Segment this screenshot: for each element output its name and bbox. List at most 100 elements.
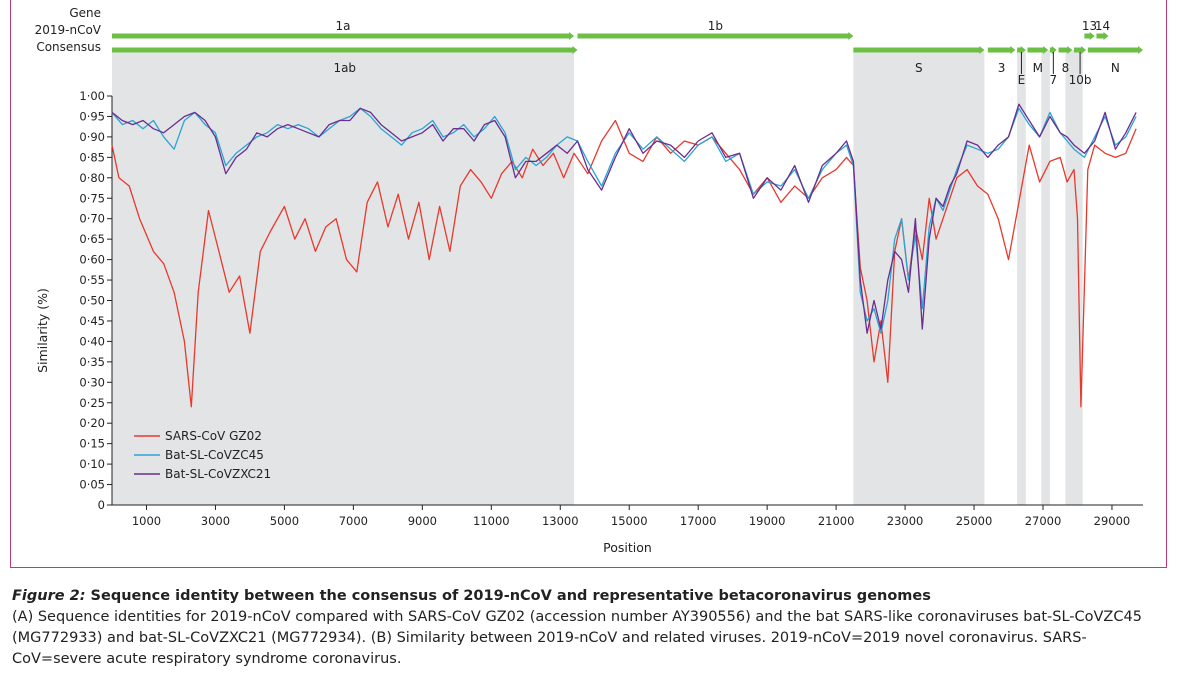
legend-label: Bat-SL-CoVZC45 [165,448,264,462]
gene-bar [853,47,981,53]
x-tick-label: 13000 [542,514,579,528]
x-tick-label: 5000 [270,514,299,528]
legend: SARS-CoV GZ02 Bat-SL-CoVZC45 Bat-SL-CoVZXC… [134,429,271,481]
gene-bar [1058,47,1069,53]
y-tick-label: 0·25 [79,396,105,410]
series-line [111,103,1137,334]
gene-bar [577,33,850,39]
shaded-region [1065,50,1083,505]
x-axis-label: Position [603,540,652,555]
y-tick-label: 0·30 [79,375,105,389]
gene-arrow [1067,46,1073,54]
x-tick-label: 17000 [680,514,717,528]
caption-heading: Sequence identity between the consensus … [90,588,931,604]
y-tick-label: 0·15 [79,437,105,451]
gene-bar [1027,47,1045,53]
gene-track-label: Gene [69,6,101,20]
gene-arrow [1010,46,1016,54]
y-tick-label: 0·60 [79,253,105,267]
x-tick-label: 21000 [818,514,855,528]
y-tick-label: 0·85 [79,150,105,164]
x-tick-label: 19000 [749,514,786,528]
gene-arrow [848,32,854,40]
y-tick-label: 0·40 [79,334,105,348]
y-tick-label: 0·80 [79,171,105,185]
x-tick-label: 27000 [1025,514,1062,528]
gene-label: 1a [336,19,351,33]
y-tick-label: 0·70 [79,212,105,226]
y-tick-label: 1·00 [79,89,105,103]
gene-bar [1049,47,1053,53]
gene-bar [112,47,574,53]
gene-track-label: Consensus [36,40,101,54]
gene-label: S [915,61,923,75]
gene-track-labels: Gene 2019-nCoV Consensus [35,6,102,54]
y-tick-label: 0·20 [79,416,105,430]
x-tick-label: 9000 [408,514,437,528]
gene-label: 13 [1082,19,1097,33]
gene-arrow [1138,46,1143,54]
gene-label: N [1111,61,1120,75]
y-tick-label: 0·50 [79,294,105,308]
caption-body: (A) Sequence identities for 2019-nCoV co… [12,609,1142,667]
x-tick-label: 3000 [201,514,230,528]
gene-arrow [569,32,575,40]
gene-bar [112,33,571,39]
x-tick-label: 29000 [1094,514,1131,528]
y-tick-label: 0·95 [79,109,105,123]
shaded-region [1017,50,1026,505]
gene-bar [1017,47,1022,53]
gene-bar [1084,33,1091,39]
y-tick-label: 0·75 [79,191,105,205]
caption-title: Figure 2: [12,588,91,604]
y-tick-label: 0·45 [79,314,105,328]
legend-label: Bat-SL-CoVZXC21 [165,467,271,481]
gene-bar [1074,47,1083,53]
y-tick-label: 0·65 [79,232,105,246]
gene-arrow [1043,46,1049,54]
x-tick-label: 11000 [473,514,510,528]
gene-arrow [572,46,578,54]
x-tick-label: 7000 [339,514,368,528]
shaded-region [1041,50,1050,505]
series-lines [111,103,1137,408]
figure-caption: Figure 2: Sequence identity between the … [12,586,1162,670]
gene-bar [1096,33,1105,39]
x-tick-label: 23000 [887,514,924,528]
gene-arrow [1081,46,1087,54]
y-tick-label: 0·10 [79,457,105,471]
gene-label: E [1018,73,1026,87]
axes: 0 0·05 0·10 0·15 0·20 0·25 0·30 0·35 0·40 0·45 0·5… [35,89,1143,555]
y-tick-label: 0 [98,498,105,512]
gene-arrow [979,46,985,54]
legend-label: SARS-CoV GZ02 [165,429,262,443]
gene-label: 1ab [333,61,356,75]
gene-arrow [1051,46,1057,54]
gene-label: 10b [1069,73,1092,87]
gene-label: 1b [708,19,723,33]
y-tick-label: 0·05 [79,478,105,492]
series-line [111,119,1137,408]
gene-bar [1087,47,1139,53]
y-tick-label: 0·35 [79,355,105,369]
y-tick-label: 0·90 [79,130,105,144]
gene-arrow [1103,32,1109,40]
gene-label: 3 [998,61,1006,75]
gene-bar [987,47,1012,53]
figure-frame [10,0,1167,568]
x-tick-label: 15000 [611,514,648,528]
gene-label: 14 [1095,19,1110,33]
gene-arrow [1089,32,1095,40]
gene-label: 7 [1050,73,1058,87]
gene-track-label: 2019-nCoV [35,23,102,37]
gene-label: 8 [1062,61,1070,75]
x-tick-label: 1000 [132,514,161,528]
shaded-region [112,50,575,505]
x-tick-label: 25000 [956,514,993,528]
y-tick-label: 0·55 [79,273,105,287]
gene-arrow [1020,46,1026,54]
y-axis-label: Similarity (%) [35,288,50,373]
gene-label: M [1033,61,1043,75]
